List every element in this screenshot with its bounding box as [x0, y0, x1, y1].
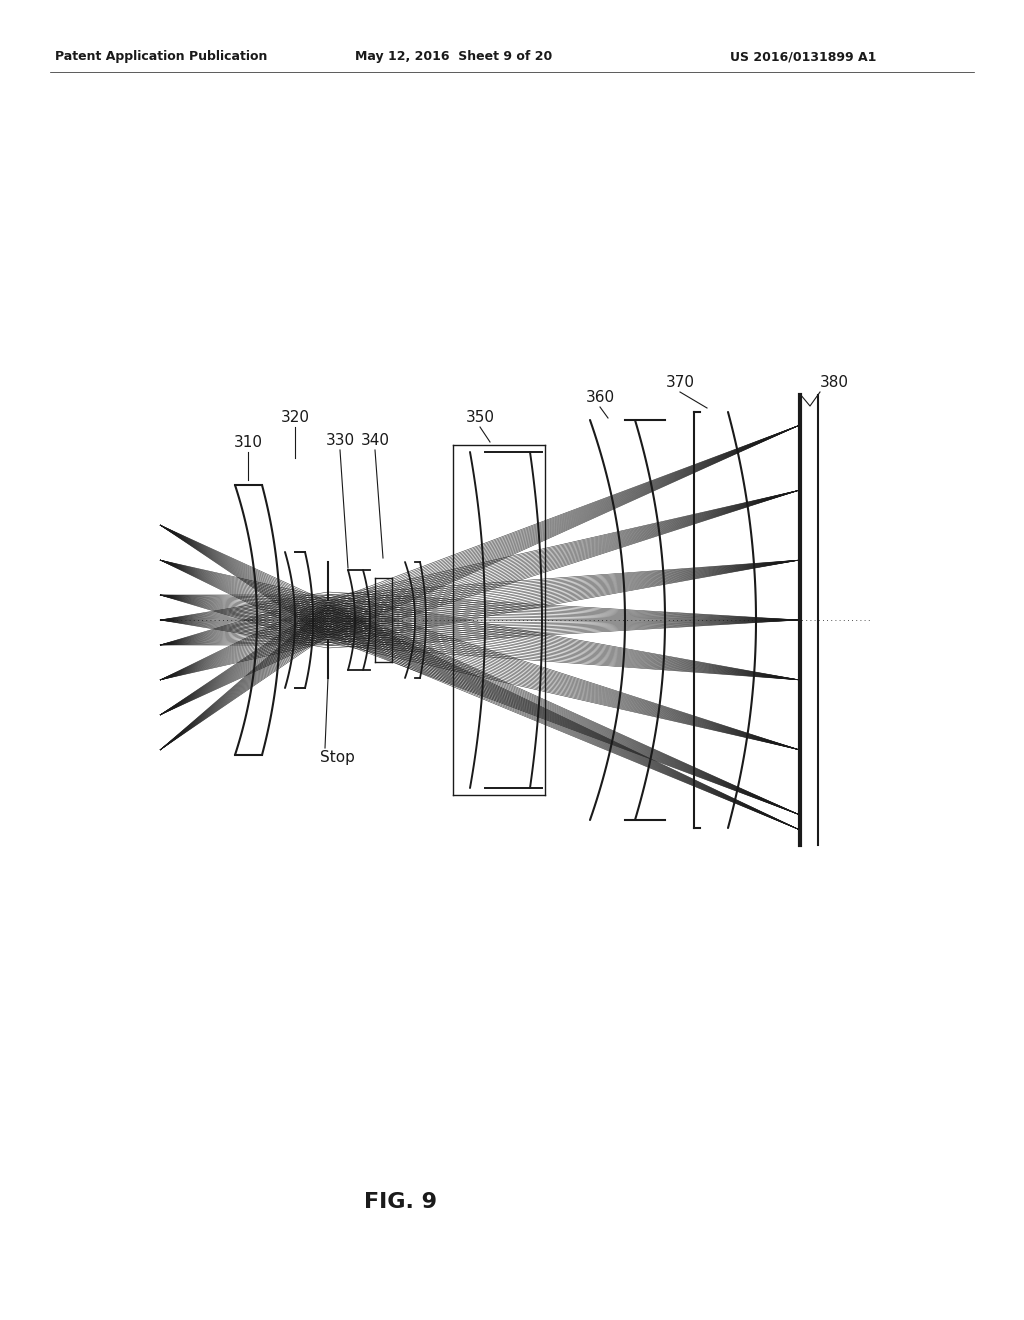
Text: FIG. 9: FIG. 9	[364, 1192, 436, 1212]
Text: 360: 360	[586, 389, 614, 405]
Text: 320: 320	[281, 411, 309, 425]
Text: 350: 350	[466, 411, 495, 425]
Text: Patent Application Publication: Patent Application Publication	[55, 50, 267, 63]
Text: 310: 310	[233, 436, 262, 450]
Text: 370: 370	[666, 375, 694, 389]
Text: 330: 330	[326, 433, 354, 447]
Text: US 2016/0131899 A1: US 2016/0131899 A1	[730, 50, 877, 63]
Text: 380: 380	[820, 375, 849, 389]
Text: 340: 340	[360, 433, 389, 447]
Text: May 12, 2016  Sheet 9 of 20: May 12, 2016 Sheet 9 of 20	[355, 50, 552, 63]
Text: Stop: Stop	[319, 750, 355, 766]
